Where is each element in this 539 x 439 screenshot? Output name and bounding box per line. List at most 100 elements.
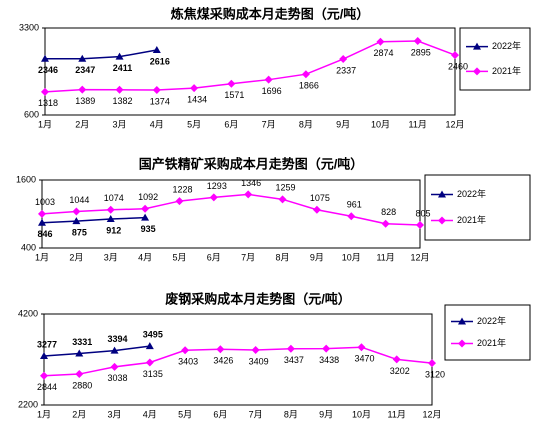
data-label: 3409 (249, 356, 269, 366)
x-tick-label: 1月 (35, 252, 49, 262)
data-label: 2411 (113, 63, 133, 73)
marker (413, 37, 422, 46)
marker (115, 85, 124, 94)
marker (428, 359, 436, 368)
data-label: 3135 (143, 369, 163, 379)
legend-marker (438, 190, 446, 198)
data-label: 3470 (354, 354, 374, 364)
data-label: 805 (415, 208, 430, 218)
x-tick-label: 6月 (213, 409, 227, 419)
series-line (43, 346, 433, 377)
legend-label: 2021年 (457, 214, 486, 225)
legend-marker (438, 216, 446, 225)
data-label: 1389 (75, 96, 95, 106)
x-tick-label: 9月 (336, 119, 350, 129)
data-label: 3120 (425, 370, 445, 380)
marker (357, 343, 366, 352)
y-tick-label: 600 (24, 109, 39, 119)
x-tick-label: 9月 (310, 252, 324, 262)
marker (264, 75, 273, 84)
y-tick-label: 1600 (16, 174, 36, 184)
x-tick-label: 4月 (143, 409, 157, 419)
data-label: 875 (72, 227, 87, 237)
marker (78, 85, 87, 94)
chart-title: 炼焦煤采购成本月走势图（元/吨） (171, 6, 370, 21)
data-label: 912 (106, 225, 121, 235)
x-tick-label: 10月 (371, 119, 390, 129)
series-line (44, 40, 456, 93)
data-label: 2460 (448, 61, 468, 71)
marker (322, 344, 331, 353)
data-label: 1075 (310, 193, 330, 203)
chart-title: 国产铁精矿采购成本月走势图（元/吨） (139, 156, 364, 171)
data-label: 3403 (178, 357, 198, 367)
x-tick-label: 5月 (172, 252, 186, 262)
marker (278, 195, 287, 204)
data-label: 828 (381, 207, 396, 217)
data-label: 1434 (187, 95, 207, 105)
x-tick-label: 3月 (104, 252, 118, 262)
data-label: 3426 (213, 356, 233, 366)
marker (175, 197, 184, 206)
data-label: 1346 (241, 178, 261, 188)
plot-frame (44, 27, 456, 116)
marker (190, 84, 199, 93)
marker (106, 205, 115, 214)
legend-label: 2022年 (477, 315, 506, 326)
data-label: 1293 (207, 181, 227, 191)
data-label: 846 (37, 229, 52, 239)
y-tick-label: 4200 (18, 308, 38, 318)
plot-frame (41, 179, 421, 249)
data-label: 3438 (319, 355, 339, 365)
data-label: 2346 (38, 65, 58, 75)
marker (181, 346, 190, 355)
marker (209, 193, 218, 202)
x-tick-label: 8月 (284, 409, 298, 419)
data-label: 1074 (104, 193, 124, 203)
x-tick-label: 1月 (38, 119, 52, 129)
x-tick-label: 8月 (299, 119, 313, 129)
data-label: 1259 (276, 183, 296, 193)
marker (110, 346, 119, 354)
marker (78, 54, 87, 62)
marker (244, 190, 253, 199)
x-tick-label: 12月 (422, 409, 441, 419)
data-label: 935 (141, 224, 156, 234)
marker (72, 207, 81, 216)
y-tick-label: 2200 (18, 399, 38, 409)
data-label: 2337 (336, 65, 356, 75)
series-line (41, 216, 146, 224)
data-label: 3331 (72, 337, 92, 347)
data-label: 1696 (262, 86, 282, 96)
data-label: 2874 (373, 48, 393, 58)
series-line (44, 49, 157, 60)
marker (152, 46, 161, 54)
marker (40, 351, 48, 359)
data-label: 2616 (150, 56, 170, 66)
data-label: 2895 (411, 47, 431, 57)
data-label: 3437 (284, 355, 304, 365)
legend-box (459, 27, 531, 91)
x-tick-label: 2月 (75, 119, 89, 129)
marker (339, 55, 348, 64)
x-tick-label: 10月 (342, 252, 361, 262)
data-label: 1866 (299, 81, 319, 91)
x-tick-label: 6月 (207, 252, 221, 262)
legend-label: 2022年 (457, 188, 486, 199)
marker (392, 355, 401, 364)
marker (38, 209, 46, 218)
x-tick-label: 10月 (352, 409, 371, 419)
marker (72, 217, 81, 225)
x-tick-label: 8月 (276, 252, 290, 262)
marker (301, 70, 310, 79)
marker (75, 370, 84, 379)
x-tick-label: 2月 (69, 252, 83, 262)
x-tick-label: 11月 (376, 252, 394, 262)
data-label: 1571 (224, 90, 244, 100)
marker (216, 345, 225, 354)
data-label: 1092 (138, 192, 158, 202)
series-line (43, 345, 150, 357)
legend-label: 2021年 (492, 65, 521, 76)
data-label: 2844 (37, 382, 57, 392)
